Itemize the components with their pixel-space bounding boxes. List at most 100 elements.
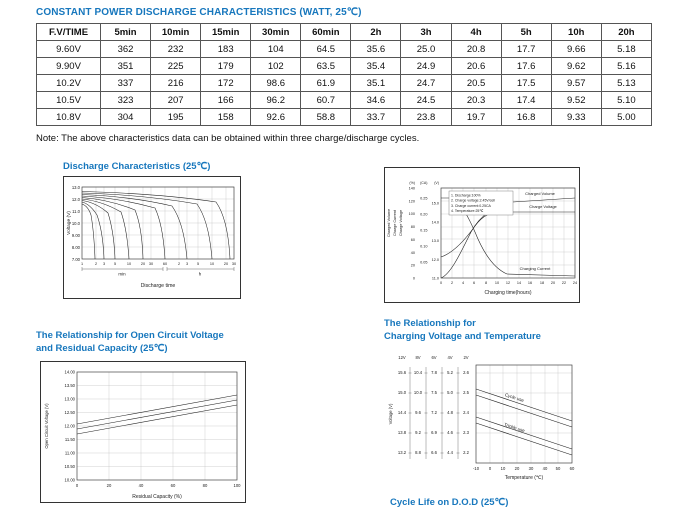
- y-tick: 13.00: [65, 397, 76, 402]
- y-tick: 12.00: [65, 424, 76, 429]
- x-tick: 22: [562, 281, 566, 285]
- scale-header: 6V: [431, 355, 436, 360]
- header-row: F.V/TIME 5min 10min 15min 30min 60min 2h 3h 4h 5h…: [36, 23, 653, 41]
- y-tick: 9.00: [72, 233, 81, 238]
- voltage-tick: 11.0: [432, 277, 439, 281]
- value-cell: 25.0: [400, 40, 452, 58]
- y-tick: 12.0: [72, 197, 81, 202]
- test-condition: 2. Charge voltage:2.45V/cell: [451, 199, 495, 203]
- column-header: 60min: [300, 23, 352, 41]
- y-tick: 13.0: [72, 185, 81, 190]
- value-cell: 23.8: [400, 108, 452, 126]
- current-tick: 0.10: [420, 245, 427, 249]
- x-tick-hour: 30: [232, 262, 236, 266]
- ocv-lines: [76, 394, 238, 435]
- x-tick: 10: [501, 466, 506, 471]
- value-cell: 64.5: [300, 40, 352, 58]
- value-cell: 172: [200, 74, 252, 92]
- scale-value: 9.2: [415, 430, 421, 435]
- value-cell: 362: [99, 40, 152, 58]
- x-tick: 0: [76, 483, 79, 488]
- x-tick: 10: [495, 281, 499, 285]
- charging-chart-svg: 1401201008060402000.250.200.150.100.0515…: [387, 181, 577, 296]
- charged-volume-curve-label: Charged Volume: [525, 191, 556, 196]
- value-cell: 33.7: [350, 108, 402, 126]
- column-header: 10min: [150, 23, 202, 41]
- page-title: CONSTANT POWER DISCHARGE CHARACTERISTICS…: [36, 7, 362, 18]
- scale-value: 7.5: [431, 390, 437, 395]
- x-tick: 6: [473, 281, 475, 285]
- scale-header: 12V: [398, 355, 406, 360]
- scale-value: 2.6: [463, 370, 469, 375]
- y-tick: 13.50: [65, 383, 76, 388]
- column-header: 4h: [450, 23, 502, 41]
- value-cell: 60.7: [300, 91, 352, 109]
- value-cell: 34.6: [350, 91, 402, 109]
- scale-value: 9.6: [415, 410, 421, 415]
- x-tick-min: 30: [149, 262, 153, 266]
- percent-tick: 100: [409, 212, 415, 216]
- table-row: 10.2V 337 216 172 98.6 61.9 35.1 24.7 20.5 17.5 9.…: [36, 74, 653, 92]
- scale-value: 15.0: [398, 390, 407, 395]
- x-tick-hour: 10: [210, 262, 214, 266]
- x-axis-label: Temperature (℃): [505, 475, 544, 481]
- percent-tick: 80: [411, 225, 415, 229]
- final-voltage-cell: 10.8V: [36, 108, 101, 126]
- x-tick: 30: [529, 466, 534, 471]
- x-tick-hour: 5: [197, 262, 199, 266]
- grid-lines: [476, 365, 572, 463]
- value-cell: 304: [99, 108, 152, 126]
- value-cell: 9.62: [550, 57, 602, 75]
- x-tick: 4: [462, 281, 464, 285]
- scale-value: 2.5: [463, 390, 469, 395]
- test-condition: 4. Temperature:25℃: [451, 209, 484, 213]
- x-tick-hour: 3: [186, 262, 188, 266]
- plot-border: [76, 371, 238, 481]
- x-tick: 40: [139, 483, 144, 488]
- y-tick: 11.50: [65, 437, 76, 442]
- test-conditions-box: [448, 190, 514, 216]
- table-row: 9.60V 362 232 183 104 64.5 35.6 25.0 20.8 17.7 9.6…: [36, 40, 653, 58]
- charge-voltage-temp-chart: 12V 8V 6V 4V 2V 15.6 10.4 7.8 5.2 2.6 15.0 10.0 7.5 5…: [388, 349, 578, 481]
- value-cell: 98.6: [250, 74, 302, 92]
- current-tick: 0.20: [420, 213, 427, 217]
- scale-value: 13.2: [398, 450, 407, 455]
- x-tick: 14: [517, 281, 521, 285]
- x-tick: 20: [515, 466, 520, 471]
- value-cell: 24.5: [400, 91, 452, 109]
- charged-volume-axis-label: Charged Volume: [387, 209, 391, 237]
- scale-value: 14.4: [398, 410, 407, 415]
- y-tick: 10.0: [72, 221, 81, 226]
- discharge-chart-svg: 13.0 12.0 11.0 10.0 9.00 8.00 7.001 2 3 5 10 20 30 60…: [66, 185, 236, 289]
- scale-value: 13.8: [398, 430, 407, 435]
- value-cell: 225: [150, 57, 202, 75]
- plot-border: [440, 187, 576, 279]
- voltage-tick: 13.0: [432, 239, 439, 243]
- x-tick-min: 2: [95, 262, 97, 266]
- scale-value: 5.0: [447, 390, 453, 395]
- column-header: 3h: [400, 23, 452, 41]
- x-tick: 40: [543, 466, 548, 471]
- voltage-tick: 12.0: [432, 258, 439, 262]
- x-tick-min: 20: [141, 262, 145, 266]
- column-header: 30min: [250, 23, 302, 41]
- value-cell: 9.52: [550, 91, 602, 109]
- value-cell: 9.66: [550, 40, 602, 58]
- y-axis-label: Voltage (V): [66, 211, 72, 235]
- y-tick: 10.00: [65, 478, 76, 483]
- x-tick: 20: [107, 483, 112, 488]
- value-cell: 35.1: [350, 74, 402, 92]
- value-cell: 16.8: [500, 108, 552, 126]
- voltage-unit: (V): [434, 181, 439, 185]
- value-cell: 92.6: [250, 108, 302, 126]
- x-axis-label: Charging time(hours): [485, 290, 532, 296]
- value-cell: 5.18: [600, 40, 653, 58]
- value-cell: 17.7: [500, 40, 552, 58]
- ocv-title-line1: The Relationship for Open Circuit Voltag…: [36, 330, 224, 341]
- value-cell: 104: [250, 40, 302, 58]
- charging-chart: 140 120 100 80 60 40 20 0 0.25 0.20 0.15 0.10 0.05 15…: [384, 167, 580, 303]
- test-condition: 1. Discharge:100%: [451, 194, 481, 198]
- y-tick: 8.00: [72, 245, 81, 250]
- y-tick: 14.00: [65, 370, 76, 375]
- x-tick: 24: [573, 281, 577, 285]
